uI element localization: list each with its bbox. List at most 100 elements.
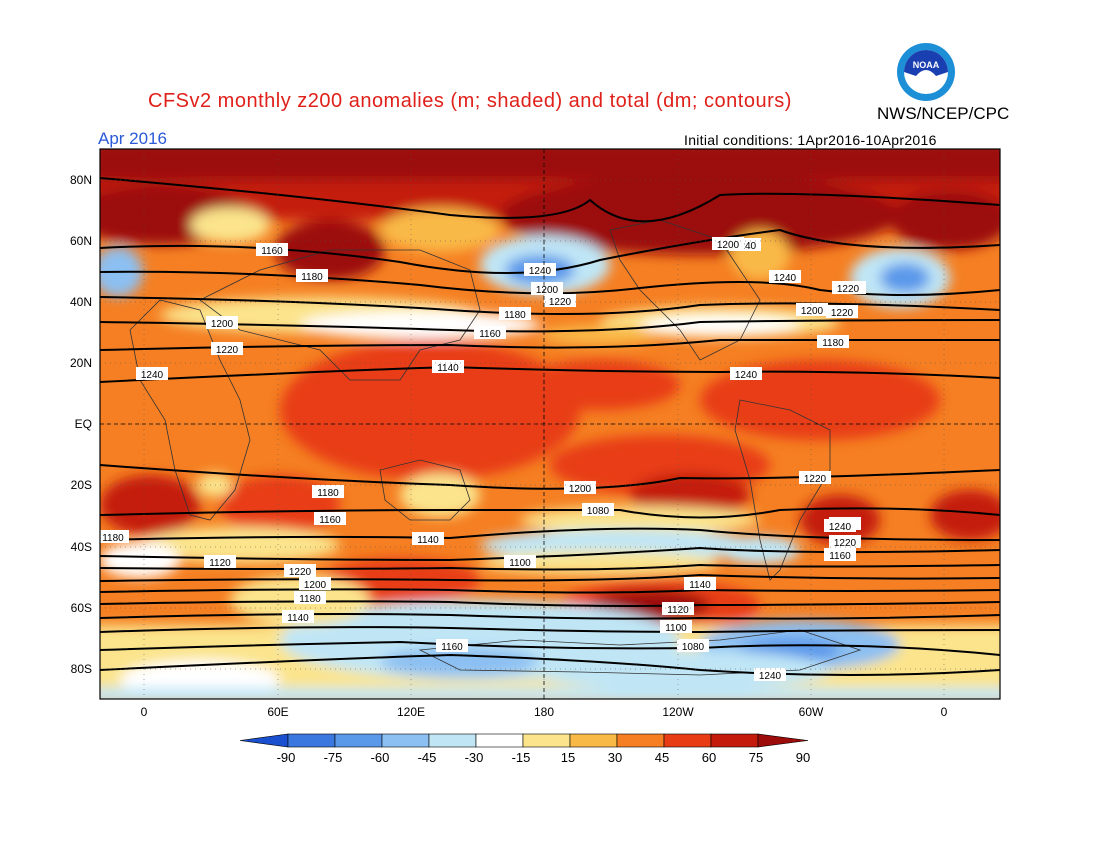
contour-line (99, 626, 1001, 634)
chart-title: CFSv2 monthly z200 anomalies (m; shaded)… (148, 90, 792, 112)
contour-value-label: 1180 (317, 488, 339, 499)
month-label: Apr 2016 (98, 129, 167, 148)
colorbar-tick: 60 (702, 750, 716, 765)
contour-line (99, 640, 1001, 656)
contour-value-label: 1220 (216, 345, 239, 356)
lon-label: 60E (267, 705, 288, 719)
contour-line (99, 527, 1001, 541)
contour-value-label: 1100 (509, 558, 531, 569)
colorbar-tick: -75 (324, 750, 343, 765)
contour-value-label: 1120 (209, 558, 231, 569)
contour-value-label: 1220 (831, 308, 854, 319)
contour-value-label: 1240 (735, 370, 758, 381)
latitude-labels: 80N 60N 40N 20N EQ 20S 40S 60S 80S (70, 173, 92, 676)
contour-value-label: 1240 (529, 266, 552, 277)
lon-label: 0 (941, 705, 948, 719)
colorbar-tick-labels: -90 -75 -60 -45 -30 -15 15 30 45 60 75 90 (277, 750, 811, 765)
contour-line (99, 177, 1001, 223)
contour-value-label: 1200 (801, 306, 824, 317)
colorbar-box (334, 733, 383, 748)
lat-label: EQ (75, 417, 92, 431)
lat-label: 40N (70, 295, 92, 309)
colorbar-tick: 75 (749, 750, 763, 765)
lat-label: 60N (70, 234, 92, 248)
contour-value-label: 1200 (536, 285, 559, 296)
colorbar-box (616, 733, 665, 748)
lon-label: 120E (397, 705, 425, 719)
lat-label: 60S (71, 601, 92, 615)
height-contours (99, 177, 1001, 676)
contour-line (99, 653, 1001, 676)
contour-line (99, 338, 1000, 351)
contour-value-label: 1080 (587, 506, 610, 517)
lat-label: 20N (70, 356, 92, 370)
contour-value-label: 1180 (504, 310, 526, 321)
contour-value-label: 1140 (287, 613, 309, 624)
colorbar-tick: 15 (561, 750, 575, 765)
colorbar-box (287, 733, 336, 748)
colorbar-box (428, 733, 477, 748)
map-frame (99, 148, 1001, 700)
contour-value-label: 1160 (829, 551, 851, 562)
noaa-logo-text: NOAA (913, 60, 940, 70)
contour-value-label: 1160 (441, 642, 463, 653)
contour-value-label: 1220 (289, 567, 312, 578)
lon-label: 180 (534, 705, 554, 719)
colorbar-tick: -90 (277, 750, 296, 765)
contour-line (99, 600, 1001, 607)
contour-value-label: 1240 (829, 522, 852, 533)
contour-value-label: 1140 (689, 580, 711, 591)
contour-value-label: 1200 (717, 240, 740, 251)
lat-label: 80N (70, 173, 92, 187)
contour-line (99, 365, 1001, 383)
colorbar-tick: -60 (371, 750, 390, 765)
colorbar-arrow-low (239, 733, 289, 748)
colorbar-box (381, 733, 430, 748)
contour-line (99, 319, 1001, 333)
contour-value-label: 1180 (102, 533, 124, 544)
colorbar-tick: 30 (608, 750, 622, 765)
colorbar-tick: -45 (418, 750, 437, 765)
colorbar-tick: -15 (512, 750, 531, 765)
lon-label: 120W (662, 705, 694, 719)
colorbar-box (663, 733, 712, 748)
contour-value-label: 1160 (261, 246, 283, 257)
colorbar-box (522, 733, 571, 748)
colorbar-arrow-high (757, 733, 809, 748)
contour-labels: 1160118012001220124011401160118012001220… (97, 237, 866, 682)
contour-line (99, 613, 1001, 620)
contour-value-label: 1140 (417, 535, 439, 546)
contour-value-label: 1120 (667, 605, 689, 616)
lon-label: 60W (799, 705, 824, 719)
graticule (100, 149, 1000, 699)
contour-line (99, 573, 1001, 582)
lat-label: 80S (71, 662, 92, 676)
contour-value-label: 1220 (549, 297, 572, 308)
colorbar-tick: 45 (655, 750, 669, 765)
lat-label: 40S (71, 540, 92, 554)
contour-value-label: 1200 (569, 484, 592, 495)
longitude-labels: 0 60E 120E 180 120W 60W 0 (141, 705, 948, 719)
contour-value-label: 1200 (211, 319, 234, 330)
contour-line (99, 296, 1001, 315)
contour-line (99, 588, 1001, 594)
colorbar-tick: -30 (465, 750, 484, 765)
lon-label: 0 (141, 705, 148, 719)
colorbar-box (475, 733, 524, 748)
contour-value-label: 1220 (804, 474, 827, 485)
contour-value-label: 1100 (665, 623, 687, 634)
contour-value-label: 1220 (837, 284, 860, 295)
colorbar-box (710, 733, 759, 748)
contour-value-label: 1240 (759, 671, 782, 682)
contour-value-label: 1160 (319, 515, 341, 526)
colorbar-box (569, 733, 618, 748)
initial-conditions-label: Initial conditions: 1Apr2016-10Apr2016 (684, 132, 937, 148)
noaa-logo-icon: NOAA (897, 43, 955, 101)
contour-value-label: 1180 (822, 338, 844, 349)
agency-label: NWS/NCEP/CPC (877, 104, 1010, 123)
contour-value-label: 1140 (437, 363, 459, 374)
contour-value-label: 1200 (304, 580, 327, 591)
lat-label: 20S (71, 478, 92, 492)
